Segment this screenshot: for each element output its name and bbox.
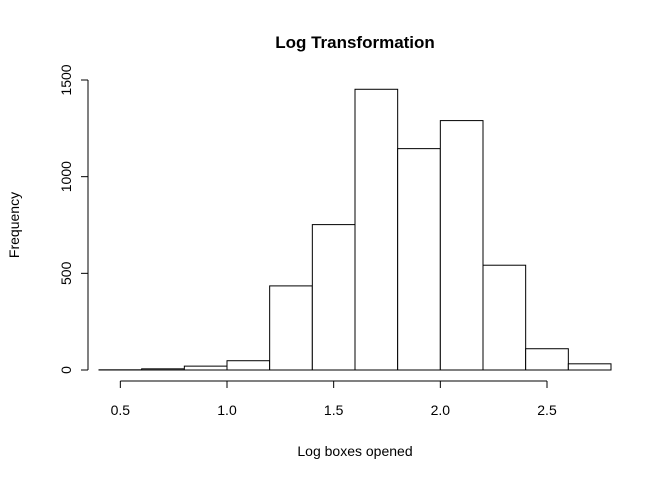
x-axis-label: Log boxes opened: [297, 443, 412, 459]
x-tick-label-1: 1.0: [217, 402, 237, 418]
histogram-bar-6: [354, 88, 399, 371]
y-axis-label: Frequency: [6, 192, 22, 258]
x-tick-label-4: 2.5: [537, 402, 557, 418]
y-tick-label-0: 0: [58, 366, 74, 374]
y-axis: 0 500 1000 1500: [58, 64, 89, 374]
histogram-bar-1: [141, 368, 185, 371]
histogram-bar-10: [525, 348, 569, 371]
x-tick-label-2: 1.5: [324, 402, 344, 418]
chart-title: Log Transformation: [275, 33, 435, 52]
y-tick-label-3: 1500: [58, 64, 74, 95]
histogram-bar-2: [183, 365, 228, 371]
histogram-bar-8: [439, 120, 484, 371]
bars-group: [98, 88, 612, 371]
y-tick-label-2: 1000: [58, 161, 74, 192]
histogram-bar-7: [397, 148, 441, 371]
histogram-bar-9: [482, 264, 527, 371]
x-tick-label-0: 0.5: [111, 402, 131, 418]
y-tick-label-1: 500: [58, 261, 74, 285]
x-axis: 0.5 1.0 1.5 2.0 2.5: [111, 380, 557, 418]
histogram-bar-4: [269, 285, 313, 371]
histogram-bar-11: [567, 363, 612, 371]
histogram-bar-3: [226, 360, 271, 371]
histogram-bar-5: [311, 224, 356, 371]
x-tick-label-3: 2.0: [431, 402, 451, 418]
